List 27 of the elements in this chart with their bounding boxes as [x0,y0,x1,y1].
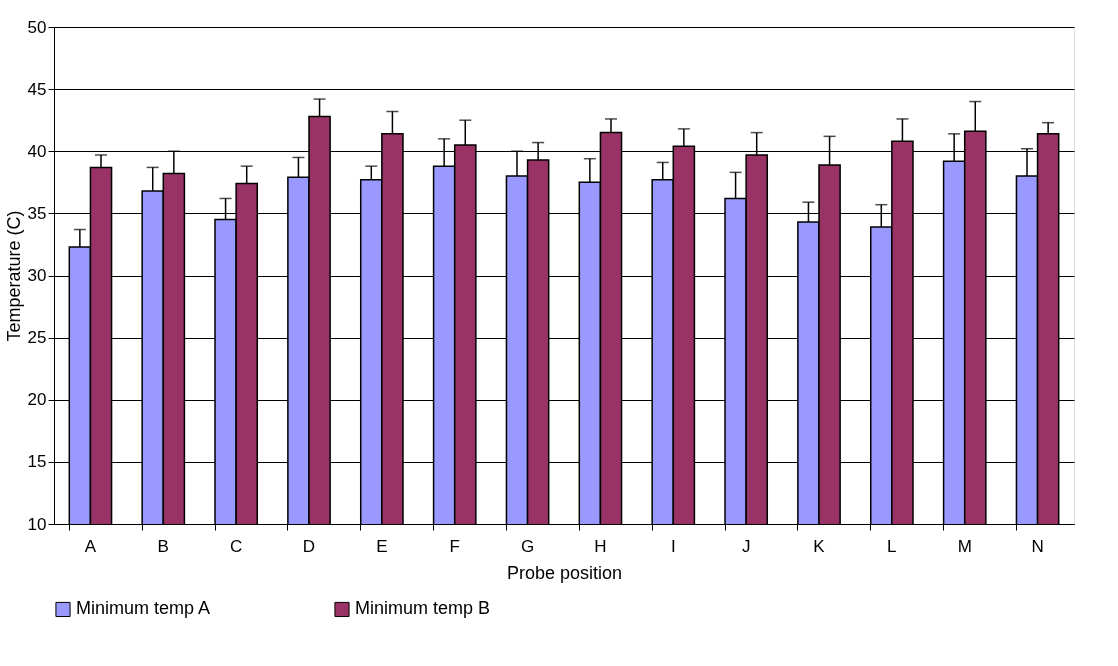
y-tick-label: 25 [27,328,47,348]
x-tick-label: C [230,536,243,556]
x-tick-label: E [376,536,388,556]
x-tick-label: K [813,536,826,556]
y-tick-label: 10 [27,514,47,534]
x-tick-label: D [302,536,316,556]
y-tick-label: 40 [27,141,47,161]
x-tick-label: I [670,536,676,556]
legend-label: Minimum temp B [355,598,491,619]
x-tick-label: M [957,536,972,556]
x-tick-label: B [157,536,169,556]
y-tick-label: 20 [27,390,47,410]
x-tick-label: N [1031,536,1044,556]
y-tick-label: 45 [27,79,47,99]
y-tick-label: 50 [27,17,47,37]
x-tick-label: A [84,536,97,556]
x-tick-label: H [594,536,607,556]
x-tick-label: L [887,536,897,556]
y-tick-label: 15 [27,452,47,472]
x-axis-title: Probe position [506,562,623,583]
x-tick-label: F [449,536,460,556]
y-tick-label: 35 [27,203,47,223]
y-axis-title: Temperature (C) [3,210,24,342]
x-tick-label: G [520,536,535,556]
x-tick-label: J [741,536,751,556]
y-tick-label: 30 [27,266,47,285]
legend-label: Minimum temp A [76,598,211,619]
